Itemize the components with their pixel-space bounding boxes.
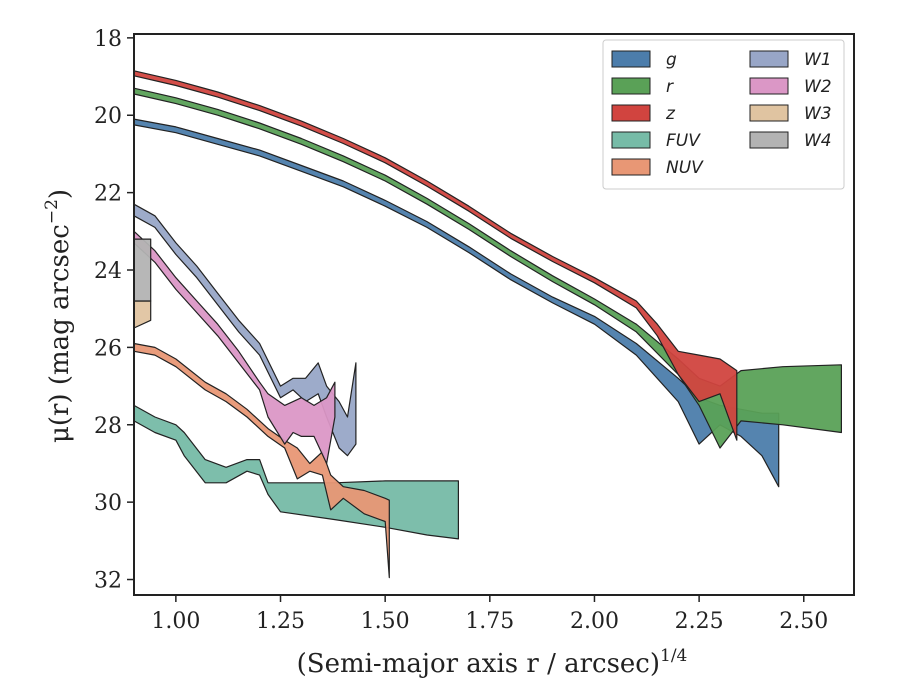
- x-tick-label: 1.50: [361, 609, 410, 634]
- y-tick-label: 26: [94, 336, 122, 361]
- legend-swatch-r: [611, 77, 651, 95]
- area-r: [133, 87, 843, 449]
- legend-label-w3: W3: [804, 104, 832, 124]
- x-axis-label-main: (Semi-major axis r / arcsec): [297, 649, 660, 679]
- x-axis-ticks: 1.00 1.25 1.50 1.75 2.00 2.25 2.50: [151, 595, 828, 634]
- y-axis-label: μ(r) (mag arcsec−2): [42, 189, 75, 443]
- y-tick-label: 28: [94, 414, 122, 439]
- legend-label-w4: W4: [804, 131, 832, 151]
- y-tick-label: 24: [94, 259, 122, 284]
- x-tick-label: 1.25: [256, 609, 305, 634]
- y-tick-label: 22: [94, 182, 122, 207]
- area-nuv: [133, 342, 390, 579]
- x-tick-label: 2.25: [675, 609, 724, 634]
- legend-swatch-w2: [749, 77, 789, 95]
- legend-swatch-nuv: [611, 158, 651, 176]
- x-axis-label-superscript: 1/4: [660, 646, 687, 666]
- x-tick-label: 1.00: [151, 609, 200, 634]
- legend-box: [602, 39, 845, 190]
- legend-swatch-w4: [749, 131, 789, 149]
- x-tick-label: 2.50: [779, 609, 828, 634]
- legend-label-r: r: [666, 77, 674, 97]
- legend-label-z: z: [665, 104, 676, 124]
- area-w1: [133, 203, 357, 457]
- area-g: [133, 118, 780, 488]
- area-z: [133, 70, 738, 441]
- legend-swatch-fuv: [611, 131, 651, 149]
- y-axis-label-close: ): [45, 189, 75, 199]
- plot-areas: [133, 70, 843, 579]
- area-w4: [133, 238, 152, 302]
- legend-label-fuv: FUV: [666, 131, 701, 151]
- legend-label-w2: W2: [804, 77, 832, 97]
- legend-swatch-z: [611, 104, 651, 122]
- legend-swatch-w1: [749, 50, 789, 68]
- y-tick-label: 18: [94, 27, 122, 52]
- legend-swatch-w3: [749, 104, 789, 122]
- legend-label-w1: W1: [804, 50, 832, 70]
- x-tick-label: 1.75: [465, 609, 514, 634]
- plot-frame: [133, 33, 855, 596]
- legend: grz FUV NUV W1 W2 W3 W4: [602, 39, 845, 190]
- y-tick-label: 32: [94, 569, 122, 594]
- y-axis-label-superscript: −2: [42, 199, 62, 224]
- area-w3: [133, 300, 152, 329]
- y-axis-ticks: 18 20 22 24 26 28 30 32: [94, 27, 134, 594]
- legend-label-g: g: [666, 50, 677, 70]
- x-axis-label: (Semi-major axis r / arcsec)1/4: [297, 646, 688, 679]
- y-axis-label-main: μ(r) (mag arcsec: [45, 224, 75, 443]
- y-tick-label: 30: [94, 491, 122, 516]
- x-tick-label: 2.00: [570, 609, 619, 634]
- legend-swatch-g: [611, 50, 651, 68]
- area-w2: [133, 230, 336, 465]
- y-tick-label: 20: [94, 104, 122, 129]
- legend-label-nuv: NUV: [666, 158, 704, 178]
